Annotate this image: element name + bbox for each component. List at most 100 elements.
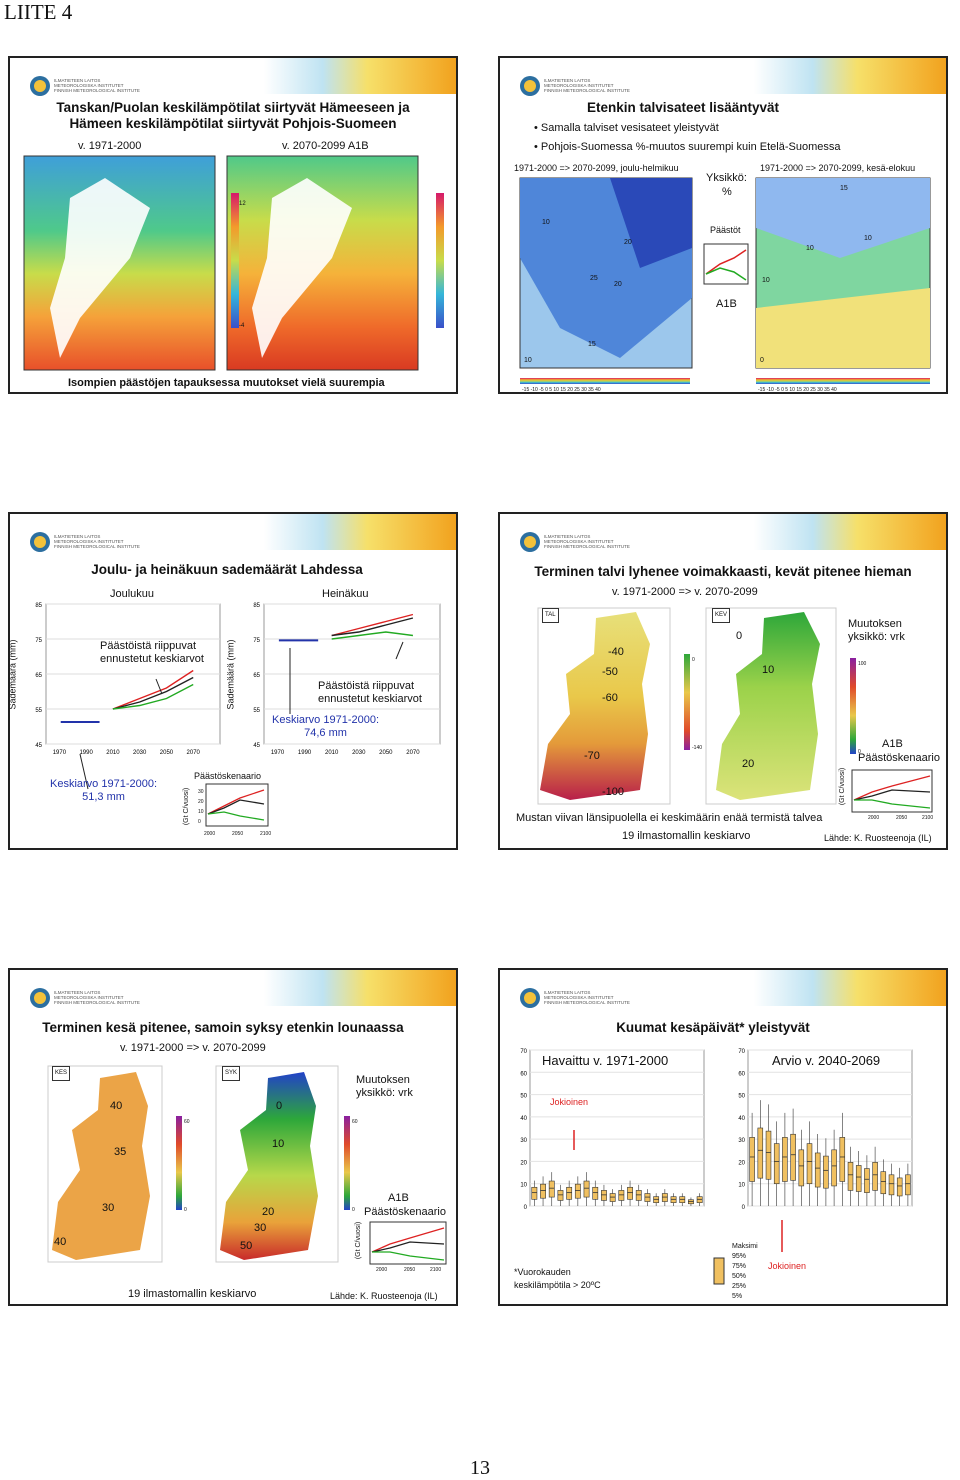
logo-text: ILMATIETEEN LAITOS METEOROLOGISKA INSTITU… [544, 78, 630, 93]
map-right-label: v. 2070-2099 A1B [282, 140, 369, 152]
box [749, 1137, 755, 1182]
series-line-0 [112, 669, 194, 710]
y-tick-label: 70 [520, 1049, 527, 1055]
x-tick-label: 2030 [133, 750, 147, 756]
y-tick-label: 10 [738, 1183, 745, 1189]
map-value: -70 [584, 750, 600, 762]
legend-50: 50% [732, 1273, 747, 1280]
y-tick-label: 40 [520, 1116, 527, 1122]
x-tick-label: 2010 [325, 750, 339, 756]
y-tick-label: 50 [738, 1094, 745, 1100]
right-scale-top: 100 [858, 661, 867, 667]
box [790, 1133, 796, 1181]
box [661, 1193, 668, 1202]
y-axis-label-left: Sademäärä (mm) [8, 639, 18, 710]
inset-xtick: 2000 [204, 831, 216, 837]
box [896, 1177, 903, 1197]
inset-xtick: 2050 [896, 815, 908, 821]
y-tick-label: 20 [520, 1160, 527, 1166]
box [618, 1190, 625, 1201]
inset-xtick: 2000 [868, 815, 880, 821]
bullet-1: • Samalla talviset vesisateet yleistyvät [534, 122, 719, 134]
y-tick-label: 70 [738, 1049, 745, 1055]
unit-label: Yksikkö: [706, 172, 747, 184]
footnote: *Vuorokauden keskilämpötila > 20ºC [514, 1267, 601, 1290]
map-value: 10 [524, 357, 532, 364]
logo-text: ILMATIETEEN LAITOS METEOROLOGISKA INSTITU… [544, 534, 630, 549]
annotation-left: Päästöistä riippuvat ennustetut keskiarvo… [100, 640, 204, 665]
mean-left: Keskiarvo 1971-2000: 51,3 mm [50, 778, 158, 803]
slide-graphics [23, 58, 456, 371]
inset-xtick: 2050 [232, 831, 244, 837]
x-tick-label: 1990 [79, 750, 93, 756]
box [765, 1130, 772, 1180]
footer: 19 ilmastomallin keskiarvo [128, 1288, 257, 1300]
map-value: -50 [602, 666, 618, 678]
box [601, 1190, 607, 1201]
slide-title-line2: Hämeen keskilämpötilat siirtyvät Pohjois… [69, 116, 397, 131]
box [798, 1149, 805, 1187]
source: Lähde: K. Ruosteenoja (IL) [330, 1291, 438, 1301]
y-tick-label: 55 [35, 708, 42, 714]
box [627, 1186, 633, 1200]
series-line-1 [112, 676, 194, 710]
map-value: 30 [102, 1202, 115, 1214]
slide-title: Etenkin talvisateet lisääntyvät [586, 100, 780, 115]
plot-frame [529, 1049, 705, 1207]
map-value: 40 [54, 1236, 67, 1248]
slide-subtitle: v. 1971-2000 => v. 2070-2099 [612, 586, 758, 598]
y-tick-label: 30 [738, 1138, 745, 1144]
map-tag-left: KES [52, 1066, 71, 1081]
page-header: LIITE 4 [4, 0, 73, 24]
y-tick-label: 0 [524, 1205, 528, 1211]
inset-ytick: 20 [198, 799, 204, 805]
x-tick-label: 2030 [352, 750, 366, 756]
map-value: -40 [608, 646, 624, 658]
left-scale-top: 0 [692, 657, 695, 663]
box [806, 1143, 813, 1185]
x-tick-label: 1970 [53, 750, 67, 756]
source: Lähde: K. Ruosteenoja (IL) [824, 833, 932, 843]
left-scale-bottom: -140 [692, 745, 703, 751]
box [888, 1174, 895, 1196]
legend-max: Maksimi [732, 1243, 758, 1250]
box [566, 1186, 573, 1200]
map-value: 20 [742, 758, 755, 770]
scenario-label: Päästöskenaario [194, 771, 262, 781]
map-value: 10 [762, 277, 770, 284]
box [823, 1155, 829, 1189]
y-tick-label: 40 [738, 1116, 745, 1122]
box [644, 1193, 651, 1202]
slide-winter-precipitation: ILMATIETEEN LAITOS METEOROLOGISKA INSTITU… [498, 56, 948, 394]
inset-xtick: 2100 [430, 1267, 442, 1273]
mean-right: Keskiarvo 1971-2000: 74,6 mm [272, 714, 380, 739]
y-tick-label: 65 [35, 673, 42, 679]
plot-frame [747, 1049, 913, 1207]
emissions-label: Päästöt [710, 225, 741, 235]
inset-ylabel: (Gt C/vuosi) [355, 1221, 363, 1260]
box [635, 1190, 642, 1201]
y-tick-label: 55 [253, 708, 260, 714]
x-tick-label: 1990 [298, 750, 312, 756]
inset-xtick: 2000 [376, 1267, 388, 1273]
map-value: 15 [588, 341, 596, 348]
color-scale-left: -15 -10 -5 0 5 10 15 20 25 30 35 40 [522, 387, 601, 393]
logo-text: ILMATIETEEN LAITOS METEOROLOGISKA INSTITU… [54, 534, 140, 549]
unit: % [722, 186, 732, 198]
map-value: 0 [760, 357, 764, 364]
panel-title-right: Arvio v. 2040-2069 [772, 1053, 881, 1068]
map-value: 10 [762, 664, 775, 676]
slide-graphics [520, 514, 946, 813]
y-tick-label: 85 [253, 603, 260, 609]
inset-ytick: 30 [198, 789, 204, 795]
x-tick-label: 2050 [160, 750, 174, 756]
slide-precipitation-lahti: 85 75 65 55 45 1970 1990 2010 2030 2050 2070 85 75 65… [8, 512, 458, 850]
panel-title-left: Joulukuu [110, 588, 155, 600]
annotation-right: Päästöistä riippuvat ennustetut keskiarvo… [318, 680, 422, 705]
legend-25: 25% [732, 1283, 747, 1290]
box [540, 1183, 546, 1199]
scale-top-right: 60 [352, 1119, 358, 1125]
page-number: 13 [470, 1457, 490, 1479]
right-scale-bottom: 0 [858, 749, 861, 755]
